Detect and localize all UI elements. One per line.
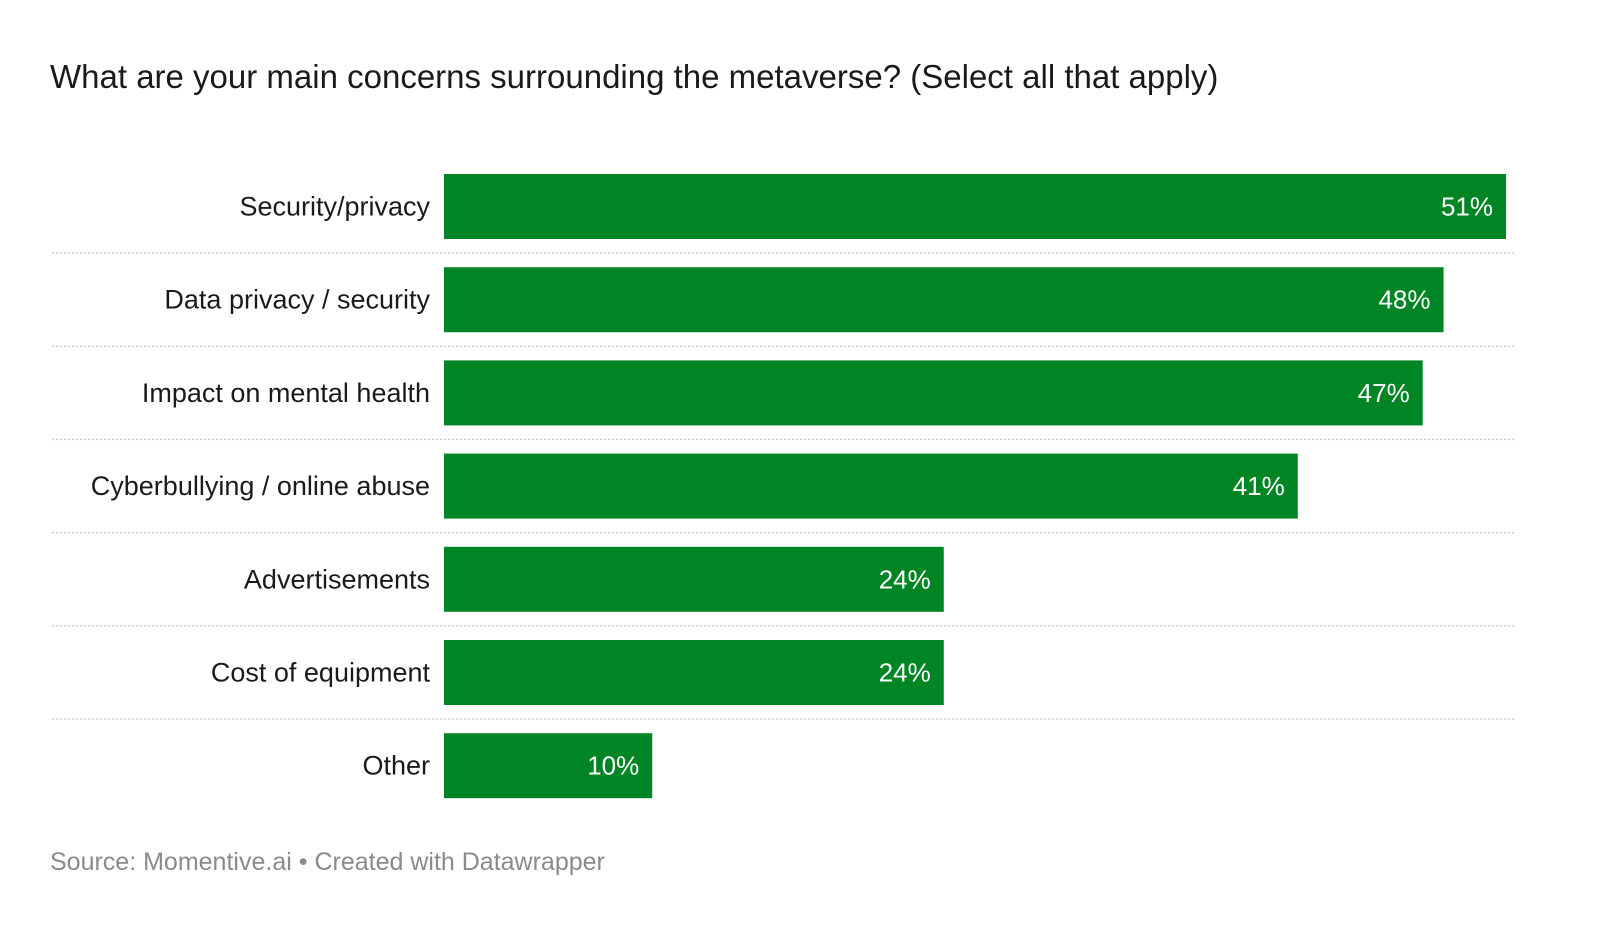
- bar: [444, 733, 653, 799]
- value-label: 51%: [1441, 192, 1493, 222]
- credit-text: Created with Datawrapper: [314, 848, 605, 876]
- value-label: 24%: [879, 564, 931, 594]
- source-text: Source: Momentive.ai: [50, 848, 292, 876]
- bar: [444, 174, 1506, 239]
- value-label: 47%: [1358, 378, 1410, 408]
- source-footer: Source: Momentive.ai • Created with Data…: [50, 848, 605, 877]
- bar: [444, 453, 1298, 519]
- category-label: Advertisements: [244, 564, 430, 594]
- category-label: Data privacy / security: [164, 285, 430, 315]
- bar: [444, 546, 944, 612]
- value-label: 24%: [879, 658, 931, 688]
- category-label: Cyberbullying / online abuse: [91, 471, 430, 501]
- bar: [444, 360, 1423, 426]
- value-label: 48%: [1378, 285, 1430, 315]
- chart-title: What are your main concerns surrounding …: [50, 58, 1219, 95]
- category-label: Impact on mental health: [142, 378, 430, 408]
- category-label: Other: [362, 751, 430, 781]
- value-label: 41%: [1233, 471, 1285, 501]
- bar: [444, 640, 944, 705]
- footer-separator: •: [298, 848, 308, 876]
- bar: [444, 267, 1444, 333]
- category-label: Cost of equipment: [211, 658, 431, 688]
- value-label: 10%: [587, 751, 639, 781]
- category-label: Security/privacy: [239, 192, 430, 222]
